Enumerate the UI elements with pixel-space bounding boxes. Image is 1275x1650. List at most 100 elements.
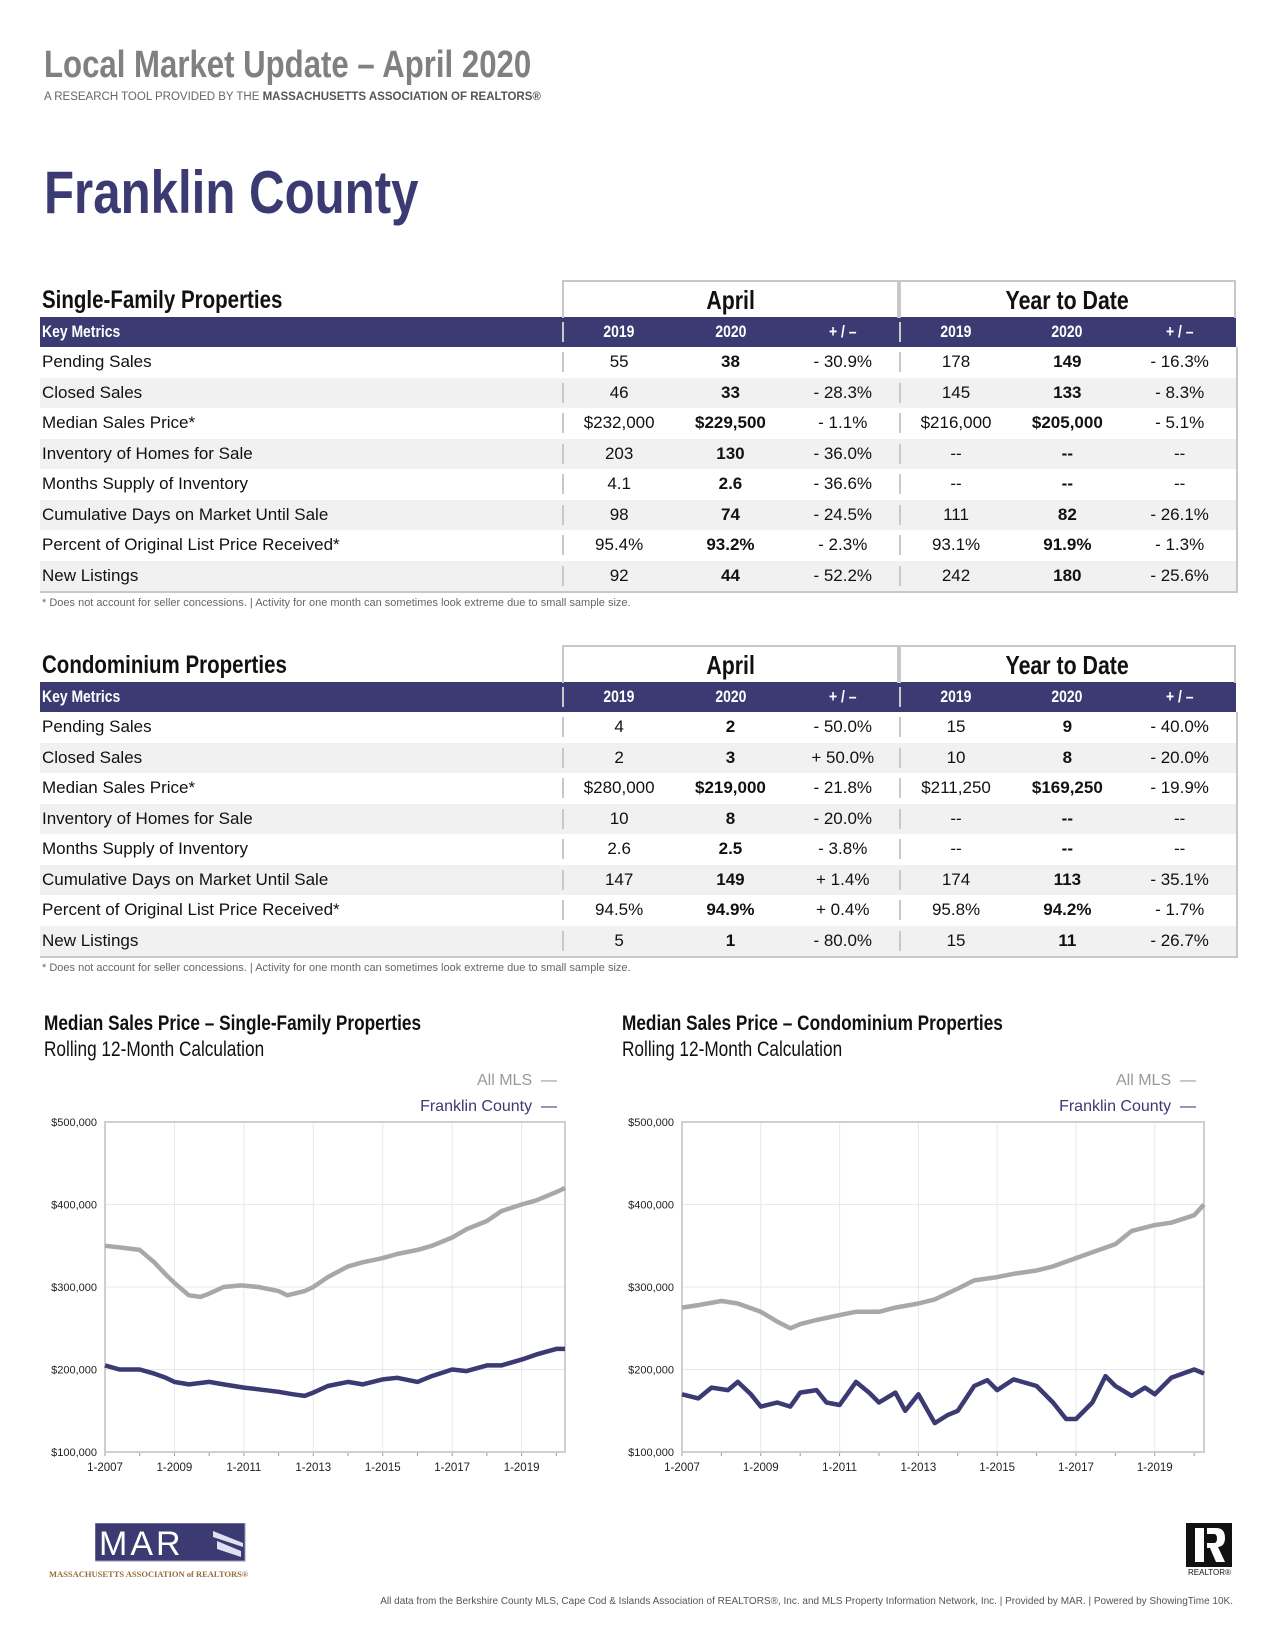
footnote: * Does not account for seller concession…: [42, 597, 631, 609]
metric-value: 113: [1053, 869, 1082, 889]
text-label: A RESEARCH TOOL PROVIDED BY THE: [44, 91, 260, 103]
metric-value: - 26.7%: [1150, 930, 1209, 950]
table-row: New Listings 92 44 - 52.2% 242 180 - 25.6%: [40, 560, 1236, 591]
metric-value: 33: [720, 382, 740, 402]
x-tick-label: 1-2009: [743, 1462, 779, 1474]
table-row: Cumulative Days on Market Until Sale 98 74…: [40, 499, 1236, 530]
column-header: 2020: [674, 322, 786, 342]
column-header: 2019: [898, 687, 1011, 707]
metric-value: - 25.6%: [1150, 565, 1209, 585]
metric-value: 44: [720, 565, 740, 585]
footnote: * Does not account for seller concession…: [42, 962, 631, 974]
text-label: Year to Date: [1005, 285, 1130, 315]
text-label: 2020: [1051, 322, 1083, 341]
metric-value: 149: [716, 869, 745, 889]
metric-value: $232,000: [562, 413, 674, 434]
y-tick-label: $400,000: [628, 1200, 674, 1212]
y-tick-label: $400,000: [51, 1200, 97, 1212]
metric-value: - 30.9%: [813, 352, 873, 372]
metric-value: --: [1061, 443, 1073, 463]
column-header: 2019: [562, 322, 674, 342]
x-tick-label: 1-2019: [1137, 1462, 1173, 1474]
table-row: Median Sales Price* $232,000 $229,500 - 1.1…: [40, 408, 1236, 439]
metric-label: Median Sales Price*: [42, 413, 196, 433]
x-tick-label: 1-2011: [822, 1462, 857, 1474]
metric-value: - 50.0%: [813, 717, 873, 737]
y-tick-label: $500,000: [628, 1117, 674, 1129]
legend-all-mls: All MLS —: [476, 1072, 557, 1089]
table-row: Closed Sales 2 3 + 50.0% 10 8 - 20.0%: [40, 742, 1236, 773]
text-label: Franklin County: [1059, 1098, 1172, 1115]
column-header: 2020: [1011, 322, 1123, 342]
metric-value: 98: [562, 504, 674, 525]
realtor-logo: REALTOR®: [1186, 1523, 1232, 1584]
metric-value: 2.6: [718, 474, 743, 494]
metric-value: - 8.3%: [1155, 382, 1205, 402]
county-title: Franklin County: [44, 158, 501, 227]
metric-value: 92: [562, 565, 674, 586]
metric-value: --: [1061, 474, 1073, 494]
metric-value: - 52.2%: [813, 565, 873, 585]
metric-value: --: [1173, 443, 1186, 463]
metric-value: - 28.3%: [813, 382, 873, 402]
chart-subtitle: Rolling 12-Month Calculation: [44, 1038, 584, 1062]
metric-value: - 36.6%: [813, 474, 873, 494]
metric-value: + 0.4%: [816, 900, 870, 920]
metric-value: 8: [725, 808, 736, 828]
footer-disclaimer: All data from the Berkshire County MLS, …: [380, 1596, 1233, 1607]
text-label: Key Metrics: [42, 322, 121, 341]
metric-value: $169,250: [1031, 778, 1103, 798]
text-label: Rolling 12-Month Calculation: [44, 1038, 265, 1061]
text-label: 2019: [603, 322, 635, 341]
metric-value: 38: [720, 352, 740, 372]
text-label: Rolling 12-Month Calculation: [622, 1038, 843, 1061]
metric-value: - 21.8%: [813, 778, 873, 798]
metric-value: 95.8%: [898, 900, 1011, 921]
x-tick-label: 1-2017: [1058, 1462, 1094, 1474]
table-row: Median Sales Price* $280,000 $219,000 - 21.…: [40, 773, 1236, 804]
text-label: April: [706, 285, 755, 315]
metric-value: --: [1173, 808, 1186, 828]
metric-value: 2.6: [562, 839, 674, 860]
text-label: Key Metrics: [42, 687, 121, 706]
metric-value: 91.9%: [1043, 535, 1092, 555]
metric-value: + 1.4%: [816, 869, 870, 889]
table-row: Inventory of Homes for Sale 10 8 - 20.0% -- -…: [40, 803, 1236, 834]
metric-value: --: [1173, 839, 1186, 859]
y-tick-label: $300,000: [628, 1282, 674, 1294]
metric-value: - 40.0%: [1150, 717, 1209, 737]
text-label: + / –: [1165, 687, 1194, 706]
text-label: 2019: [940, 322, 972, 341]
metric-value: 145: [898, 382, 1011, 403]
chart-title: Median Sales Price – Single-Family Prope…: [44, 1012, 584, 1036]
metric-value: - 80.0%: [813, 930, 873, 950]
metric-value: 180: [1053, 565, 1082, 585]
text-label: Median Sales Price – Single-Family Prope…: [44, 1012, 422, 1035]
metric-value: 111: [898, 504, 1011, 525]
metric-value: 74: [720, 504, 740, 524]
metric-value: $229,500: [694, 413, 766, 433]
text-label: + / –: [1165, 322, 1194, 341]
metric-value: 174: [898, 869, 1011, 890]
metric-label: New Listings: [42, 565, 139, 585]
chart-title: Median Sales Price – Condominium Propert…: [622, 1012, 1222, 1036]
y-tick-label: $500,000: [51, 1117, 97, 1129]
column-header: 2019: [898, 322, 1011, 342]
metric-label: Cumulative Days on Market Until Sale: [42, 504, 329, 524]
chart-subtitle: Rolling 12-Month Calculation: [622, 1038, 1222, 1062]
report-title: Local Market Update – April 2020: [44, 44, 638, 87]
metric-value: 95.4%: [562, 535, 674, 556]
x-tick-label: 1-2013: [295, 1462, 331, 1474]
svg-text:MAR: MAR: [99, 1525, 184, 1563]
column-header: + / –: [1123, 322, 1235, 342]
series-line-all-mls: [104, 1185, 566, 1300]
group-header-ytd: Year to Date: [899, 645, 1236, 683]
text-label: 2020: [1051, 687, 1083, 706]
metric-label: Percent of Original List Price Received*: [42, 900, 340, 920]
table-row: Percent of Original List Price Received*…: [40, 530, 1236, 561]
metric-value: 94.2%: [1043, 900, 1092, 920]
metric-value: - 1.7%: [1155, 900, 1205, 920]
metric-value: 4.1: [562, 474, 674, 495]
column-header: + / –: [787, 322, 899, 342]
metric-value: --: [1061, 808, 1073, 828]
